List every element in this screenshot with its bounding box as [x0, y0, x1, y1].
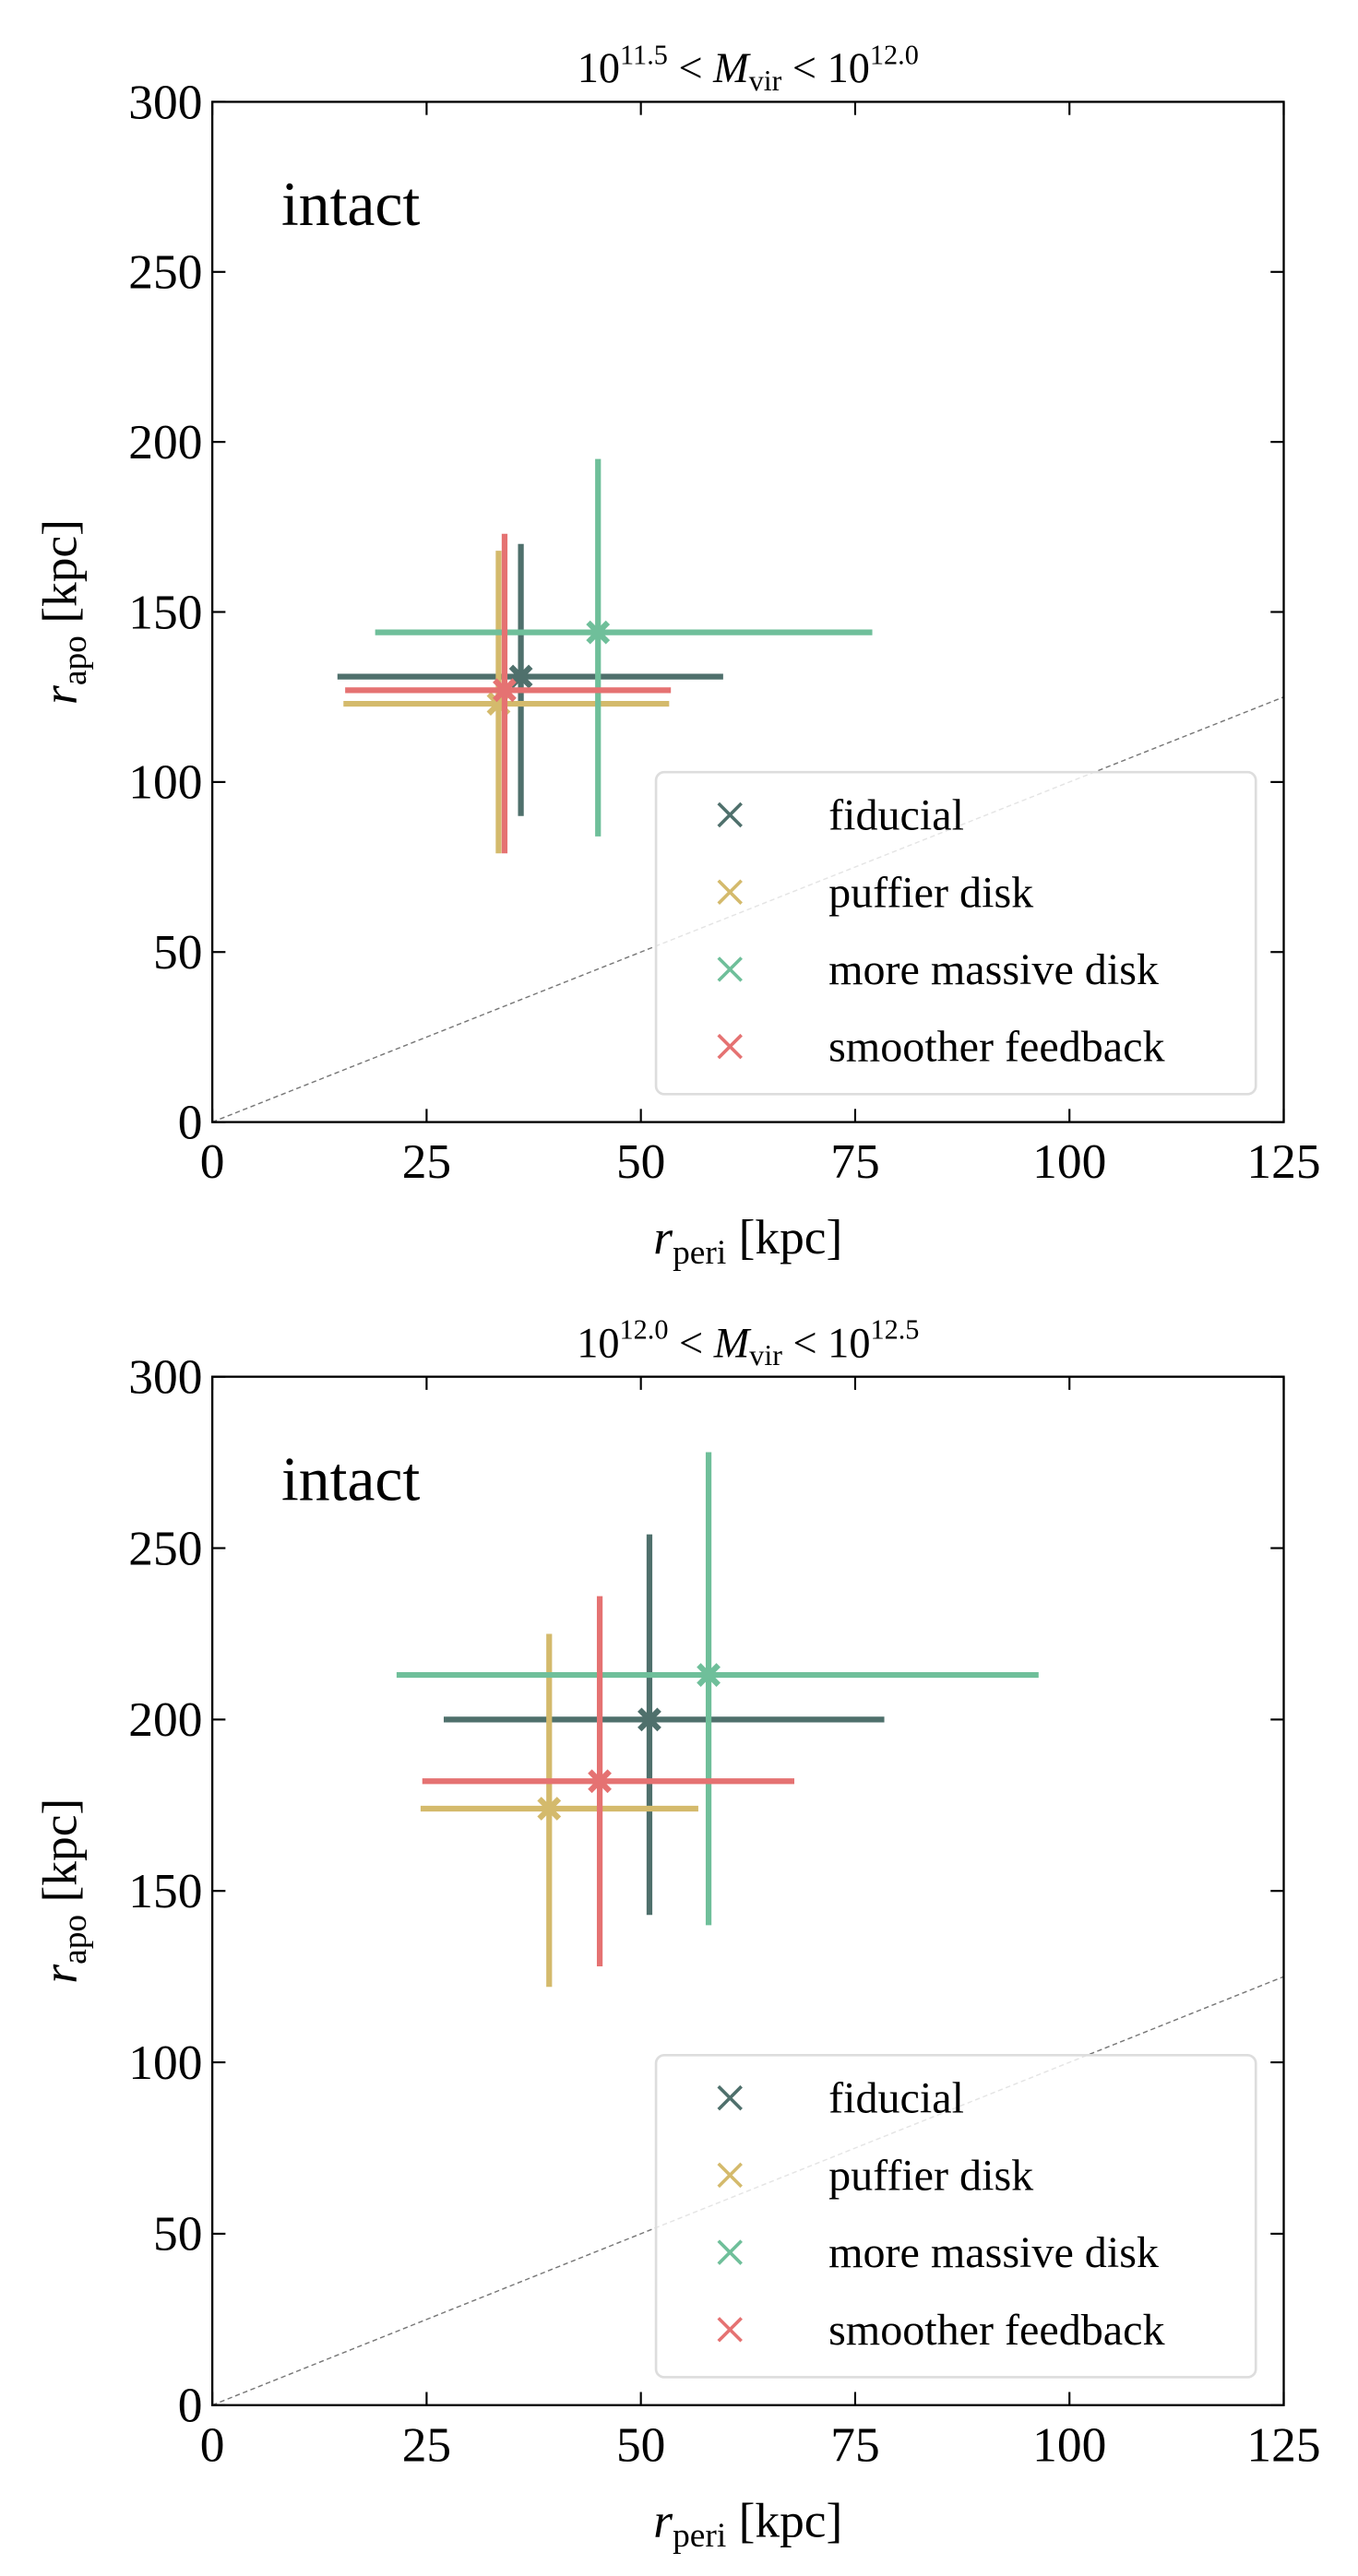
legend-marker — [717, 2084, 743, 2111]
y-tick-label: 250 — [128, 244, 202, 300]
y-tick-label: 0 — [178, 1094, 203, 1149]
y-axis-var: r — [31, 685, 87, 705]
legend-label: puffier disk — [828, 868, 1034, 917]
title-base: 10 — [578, 45, 620, 92]
title-var: M — [712, 45, 751, 92]
title-base: 10 — [828, 45, 870, 92]
y-axis-label: rapo [kpc] — [31, 1798, 94, 1984]
x-tick-label: 25 — [402, 1134, 451, 1189]
data-point-marker — [586, 620, 611, 645]
y-tick-label: 200 — [128, 1692, 202, 1747]
y-tick-label: 150 — [128, 584, 202, 639]
title-lt: < — [668, 45, 713, 92]
series-fiducial — [337, 543, 723, 816]
y-axis-unit: [kpc] — [31, 1798, 87, 1915]
title-lt: < — [668, 1320, 713, 1367]
x-axis-sub: peri — [673, 1234, 726, 1272]
data-point-marker — [493, 678, 517, 703]
y-axis-label: rapo [kpc] — [31, 519, 94, 705]
series-smoother-feedback — [345, 533, 672, 854]
x-axis-var: r — [653, 1209, 673, 1264]
legend-marker — [717, 1033, 743, 1060]
x-tick-label: 0 — [200, 1134, 225, 1189]
x-axis-sub: peri — [673, 2517, 726, 2555]
series-more-massive-disk — [375, 458, 873, 837]
y-axis-sub: apo — [56, 1915, 94, 1965]
series-fiducial — [443, 1534, 885, 1916]
title-exponent: 12.0 — [870, 39, 919, 70]
legend-label: smoother feedback — [828, 1023, 1165, 1072]
legend-marker — [717, 2317, 743, 2343]
x-tick-label: 25 — [402, 2416, 451, 2472]
legend-marker — [717, 2162, 743, 2189]
x-axis-unit: [kpc] — [726, 1209, 842, 1264]
y-tick-label: 0 — [178, 2378, 203, 2433]
chart-title: 1012.0 < Mvir < 1012.5 — [577, 1314, 919, 1372]
legend-label: fiducial — [828, 2074, 964, 2123]
series-puffier-disk — [420, 1633, 698, 1988]
legend-label: smoother feedback — [828, 2306, 1165, 2355]
title-sub: vir — [749, 64, 782, 97]
x-axis-label: rperi [kpc] — [653, 2492, 842, 2555]
data-point-marker — [697, 1663, 721, 1687]
title-exponent: 12.0 — [619, 1314, 668, 1346]
x-tick-label: 50 — [616, 2416, 665, 2472]
legend-box — [654, 2054, 1257, 2379]
legend: fiducial puffier disk more massive disk smo… — [654, 770, 1257, 1096]
legend-label: more massive disk — [828, 945, 1160, 994]
x-axis-unit: [kpc] — [726, 2492, 842, 2547]
x-tick-label: 0 — [200, 2416, 225, 2472]
title-base: 10 — [577, 1320, 619, 1367]
x-axis-label: rperi [kpc] — [653, 1209, 842, 1272]
title-sub: vir — [749, 1338, 782, 1371]
x-tick-label: 75 — [830, 2416, 879, 2472]
x-tick-label: 100 — [1032, 1134, 1106, 1189]
title-exponent: 11.5 — [620, 39, 668, 70]
y-tick-label: 300 — [128, 1349, 202, 1405]
legend-label: more massive disk — [828, 2228, 1160, 2277]
x-tick-label: 100 — [1032, 2416, 1106, 2472]
chart-title: 1011.5 < Mvir < 1012.0 — [578, 39, 919, 97]
title-var: M — [713, 1320, 752, 1367]
y-axis-sub: apo — [56, 635, 94, 685]
legend-marker — [717, 2239, 743, 2265]
x-tick-label: 125 — [1246, 1134, 1320, 1189]
legend-marker — [717, 801, 743, 828]
legend-label: puffier disk — [828, 2151, 1034, 2200]
y-axis-var: r — [31, 1965, 87, 1984]
x-tick-label: 50 — [616, 1134, 665, 1189]
x-axis-var: r — [653, 2492, 673, 2547]
series-more-massive-disk — [396, 1452, 1039, 1926]
legend: fiducial puffier disk more massive disk smo… — [654, 2054, 1257, 2379]
legend-label: fiducial — [828, 791, 964, 840]
y-tick-label: 50 — [153, 2206, 202, 2261]
title-exponent: 12.5 — [870, 1314, 919, 1346]
series-smoother-feedback — [422, 1596, 794, 1966]
legend-marker — [717, 879, 743, 905]
title-base: 10 — [828, 1320, 870, 1367]
data-point-marker — [588, 1769, 612, 1794]
legend-box — [654, 770, 1257, 1096]
y-tick-label: 50 — [153, 924, 202, 979]
panel-annotation: intact — [281, 1444, 421, 1514]
title-lt: < — [781, 45, 827, 92]
title-lt: < — [782, 1320, 828, 1367]
y-tick-label: 300 — [128, 74, 202, 129]
y-axis-unit: [kpc] — [31, 519, 87, 635]
x-tick-label: 125 — [1246, 2416, 1320, 2472]
y-tick-label: 100 — [128, 2035, 202, 2090]
y-tick-label: 200 — [128, 414, 202, 469]
data-point-marker — [537, 1797, 562, 1821]
panel-annotation: intact — [281, 170, 421, 239]
y-tick-label: 150 — [128, 1863, 202, 1918]
data-point-marker — [637, 1707, 661, 1732]
y-tick-label: 250 — [128, 1520, 202, 1575]
y-tick-label: 100 — [128, 754, 202, 810]
x-tick-label: 75 — [830, 1134, 879, 1189]
legend-marker — [717, 956, 743, 982]
